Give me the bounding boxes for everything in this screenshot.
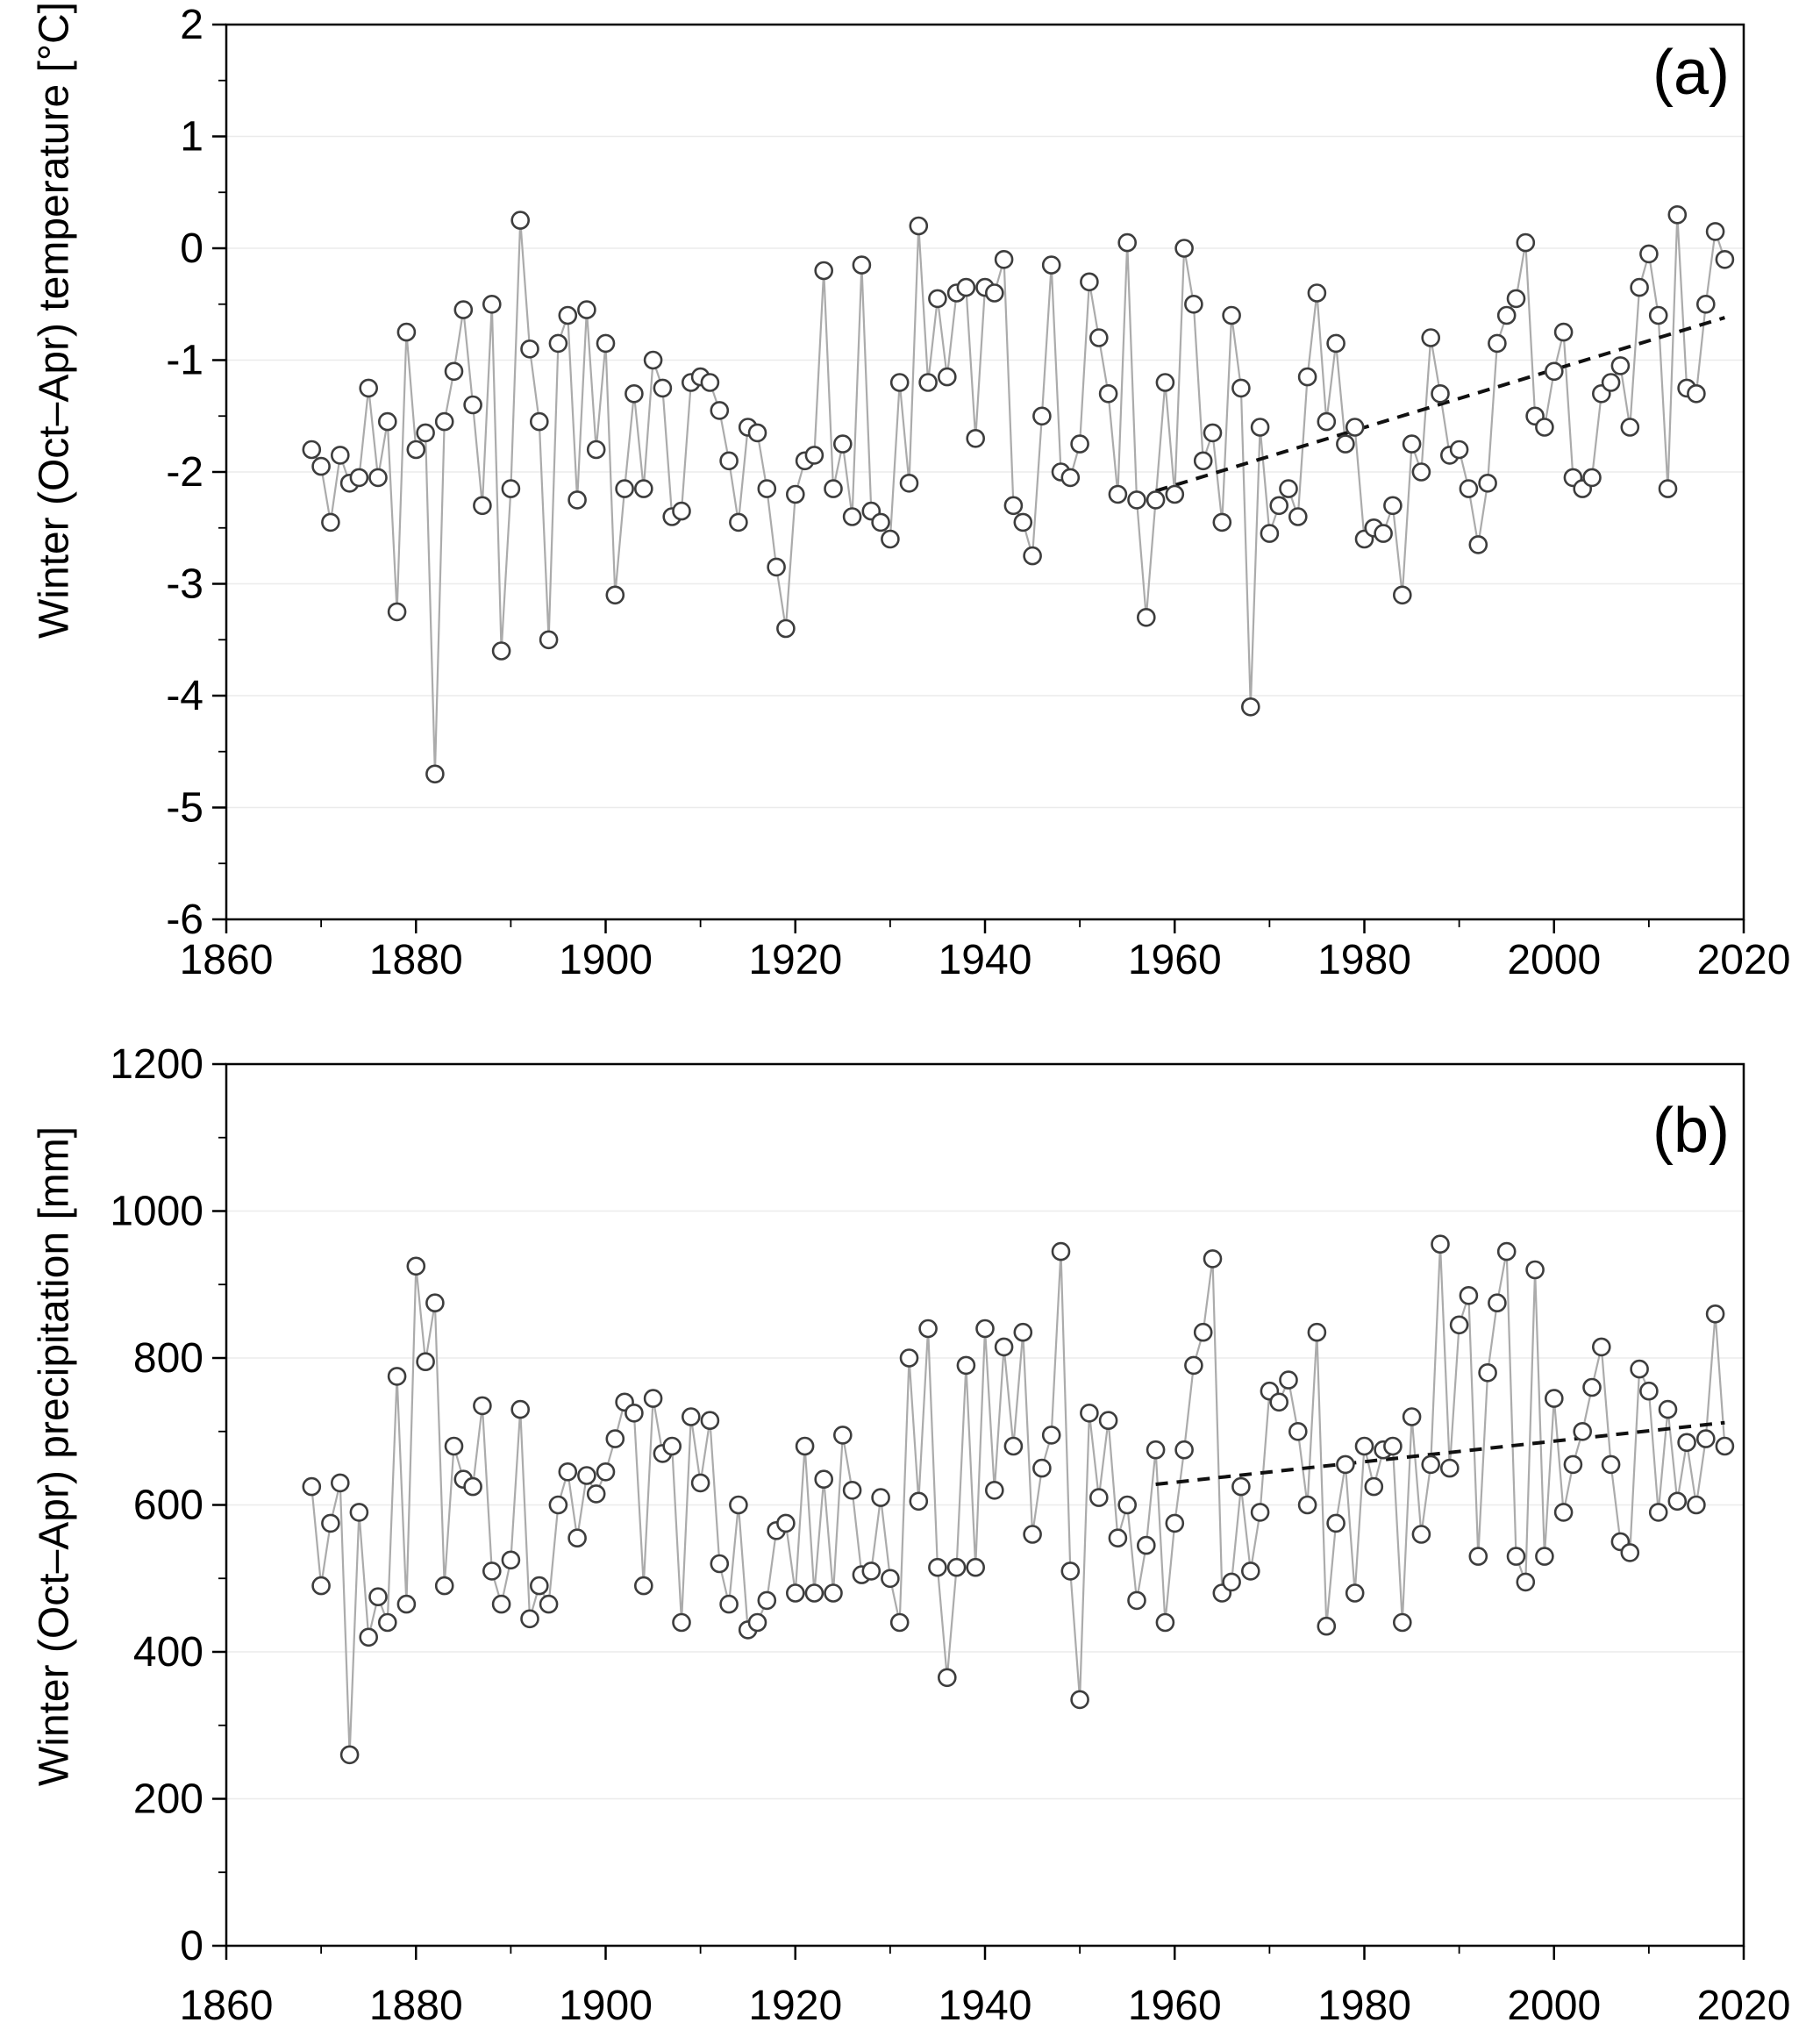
svg-text:2000: 2000 xyxy=(1507,937,1601,983)
data-series-line xyxy=(310,214,1726,775)
y-axis-ticks: -6 -5 -4 -3 -2 -1 0 1 2 xyxy=(166,2,226,943)
svg-text:1880: 1880 xyxy=(369,937,463,983)
svg-text:-1: -1 xyxy=(166,338,203,384)
svg-text:1000: 1000 xyxy=(110,1189,203,1235)
svg-text:2000: 2000 xyxy=(1507,1983,1601,2029)
trend-line xyxy=(1155,1420,1725,1487)
svg-text:1980: 1980 xyxy=(1317,1983,1411,2029)
x-axis-ticks: 1860 1880 1900 1920 1940 1960 1980 2000 2020 xyxy=(180,1946,1791,2029)
data-series-line xyxy=(310,1244,1726,1755)
svg-text:1920: 1920 xyxy=(748,1983,842,2029)
svg-text:2020: 2020 xyxy=(1697,1983,1791,2029)
svg-text:1920: 1920 xyxy=(748,937,842,983)
svg-text:1980: 1980 xyxy=(1317,937,1411,983)
svg-text:2020: 2020 xyxy=(1697,937,1791,983)
svg-text:1: 1 xyxy=(180,114,203,161)
data-markers xyxy=(302,1234,1735,1765)
panel-a-label: (a) xyxy=(1652,38,1730,108)
svg-text:600: 600 xyxy=(133,1483,203,1529)
svg-text:1940: 1940 xyxy=(939,937,1032,983)
svg-text:1900: 1900 xyxy=(559,1983,653,2029)
data-markers xyxy=(302,205,1735,784)
svg-text:-5: -5 xyxy=(166,785,203,832)
svg-text:400: 400 xyxy=(133,1629,203,1676)
precipitation-y-axis-label: Winter (Oct–Apr) precipitation [mm] xyxy=(31,1126,78,1787)
svg-text:0: 0 xyxy=(180,225,203,272)
svg-text:-3: -3 xyxy=(166,561,203,608)
trend-line xyxy=(1155,316,1725,493)
svg-text:200: 200 xyxy=(133,1776,203,1823)
svg-text:1960: 1960 xyxy=(1128,937,1222,983)
svg-text:1860: 1860 xyxy=(180,937,274,983)
panel-temperature: -6 -5 -4 -3 -2 -1 0 1 2 1860 1880 1900 1920 1940 1960 1… xyxy=(0,0,1813,1000)
panel-b-label: (b) xyxy=(1652,1096,1730,1166)
panel-precipitation: 0 200 400 600 800 1000 1200 1860 1880 1900 1920 194… xyxy=(0,1000,1813,2044)
svg-text:1880: 1880 xyxy=(369,1983,463,2029)
y-axis-ticks: 0 200 400 600 800 1000 1200 xyxy=(110,1041,226,1969)
svg-text:1960: 1960 xyxy=(1128,1983,1222,2029)
svg-text:800: 800 xyxy=(133,1335,203,1382)
gridlines xyxy=(226,135,1744,809)
temperature-y-axis-label: Winter (Oct–Apr) temperature [°C] xyxy=(31,1,78,640)
svg-text:0: 0 xyxy=(180,1923,203,1969)
svg-text:1200: 1200 xyxy=(110,1041,203,1088)
svg-text:-6: -6 xyxy=(166,897,203,943)
svg-text:2: 2 xyxy=(180,2,203,48)
svg-text:-2: -2 xyxy=(166,449,203,496)
svg-text:-4: -4 xyxy=(166,673,203,719)
svg-text:1900: 1900 xyxy=(559,937,653,983)
x-axis-ticks: 1860 1880 1900 1920 1940 1960 1980 2000 2020 xyxy=(180,919,1791,983)
gridlines xyxy=(226,1210,1744,1800)
svg-text:1940: 1940 xyxy=(939,1983,1032,2029)
svg-text:1860: 1860 xyxy=(180,1983,274,2029)
precipitation-chart-svg: 0 200 400 600 800 1000 1200 1860 1880 1900 1920 194… xyxy=(110,1041,1791,2029)
